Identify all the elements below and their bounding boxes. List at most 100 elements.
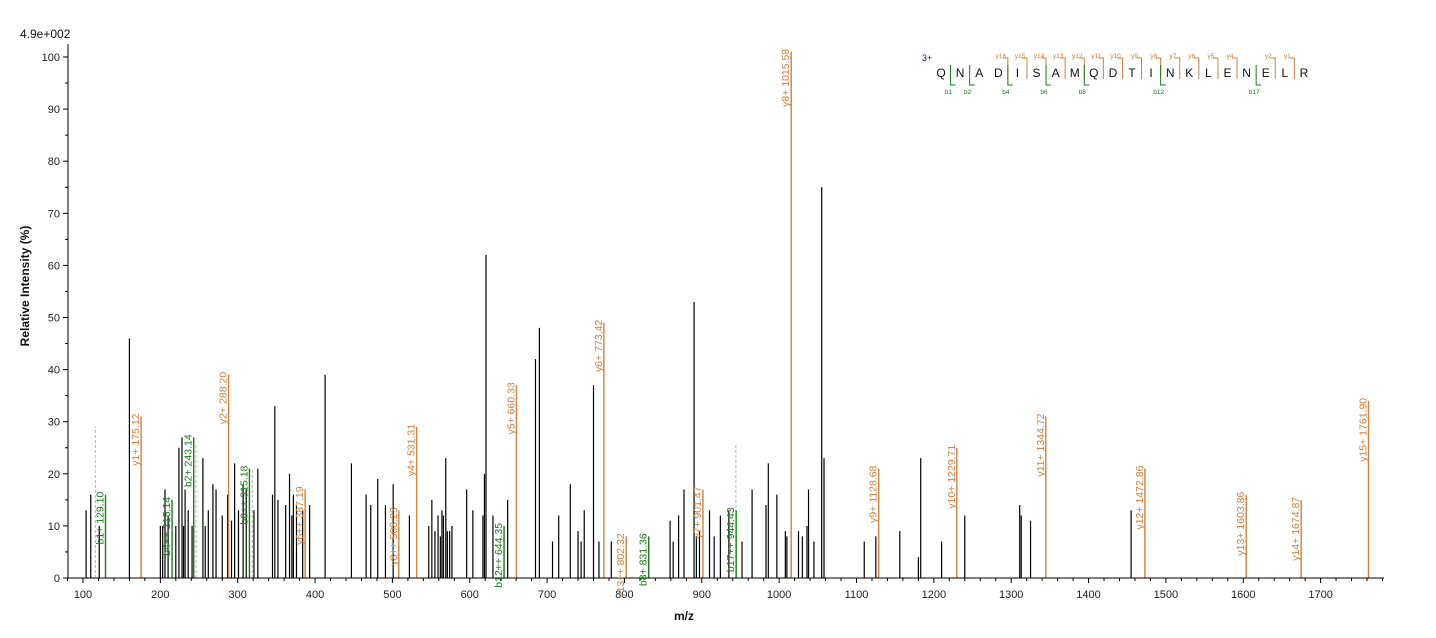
y-fragment-label: y14 — [1034, 53, 1045, 60]
y-fragment-label: y2 — [1265, 53, 1272, 60]
y-ion-label: y8++ 508.23 — [388, 507, 400, 566]
sequence-residue: N — [956, 66, 965, 80]
y-ion-label: y10+ 1229.71 — [946, 445, 958, 509]
charge-state-label: 3+ — [922, 53, 932, 63]
y-tick-label: 70 — [48, 208, 60, 220]
y-fragment-label: y4 — [1227, 53, 1234, 60]
y-ion-label: y6+ 773.42 — [593, 320, 605, 372]
x-tick-label: 500 — [383, 589, 401, 601]
y-fragment-bracket — [1174, 57, 1181, 79]
sequence-residue: N — [1242, 66, 1251, 80]
y-ion-label: y13+ 1603.86 — [1235, 491, 1247, 555]
y-fragment-label: y9 — [1131, 53, 1138, 60]
y-fragment-bracket — [1098, 57, 1104, 79]
y-tick-label: 100 — [42, 52, 60, 64]
y-axis-title: Relative Intensity (%) — [18, 226, 32, 347]
b-fragment-label: b4 — [1002, 89, 1010, 96]
y-fragment-label: y12 — [1072, 53, 1083, 60]
y-tick-label: 80 — [48, 156, 60, 168]
b-fragment-label: b2 — [964, 89, 972, 96]
sequence-residue: A — [975, 66, 983, 80]
x-tick-label: 700 — [538, 589, 556, 601]
y-fragment-label: y16 — [996, 53, 1007, 60]
x-tick-label: 1100 — [845, 589, 869, 601]
y-fragment-label: y11 — [1091, 53, 1101, 60]
x-tick-label: 800 — [615, 589, 633, 601]
y-tick-label: 10 — [48, 521, 60, 533]
y-fragment-label: y7 — [1169, 53, 1176, 60]
sequence-residue: M — [1070, 66, 1080, 80]
y-ion-label: y14+ 1674.87 — [1290, 497, 1302, 561]
b-ion-label: b4++ 215.14 — [161, 497, 173, 556]
x-tick-label: 1500 — [1154, 589, 1178, 601]
b-fragment-bracket — [950, 65, 956, 86]
y-tick-label: 90 — [48, 104, 60, 116]
y-ion-label: y15+ 1761.90 — [1357, 398, 1369, 462]
y-fragment-bracket — [1021, 57, 1028, 79]
x-tick-label: 300 — [229, 589, 247, 601]
scale-label: 4.9e+002 — [20, 27, 71, 41]
sequence-residue: Q — [1089, 66, 1098, 80]
y-ion-label: y8+ 1015.58 — [780, 49, 792, 107]
y-ion-label: y11+ 1344.72 — [1035, 413, 1047, 476]
y-ion-label: y9+ 1128.68 — [868, 465, 880, 522]
b-fragment-label: b12 — [1153, 89, 1164, 96]
b-fragment-bracket — [1255, 65, 1262, 86]
y-tick-label: 40 — [48, 365, 60, 377]
sequence-residue: Q — [936, 66, 945, 80]
sequence-residue: R — [1300, 66, 1309, 80]
y-fragment-bracket — [1136, 57, 1143, 79]
y-tick-label: 0 — [54, 573, 60, 585]
sequence-residue: T — [1128, 66, 1136, 80]
y-fragment-bracket — [1117, 57, 1123, 79]
y-fragment-label: y5 — [1208, 53, 1215, 60]
b-ion-label: b2+ 243.14 — [183, 434, 195, 487]
peaks-layer — [85, 51, 1370, 578]
b-fragment-label: b1 — [945, 89, 953, 96]
b-fragment-bracket — [1083, 65, 1090, 86]
axes-layer — [67, 44, 1384, 579]
y-fragment-label: y8 — [1150, 53, 1157, 60]
b-ion-label: b12++ 644.35 — [493, 523, 505, 588]
y-fragment-bracket — [1193, 57, 1200, 79]
y-ion-label: y1+ 175.12 — [130, 413, 142, 465]
sequence-residue: K — [1185, 66, 1193, 80]
y-tick-label: 50 — [48, 313, 60, 325]
sequence-residue: L — [1205, 66, 1212, 80]
b-ion-label: b1+ 129.10 — [95, 491, 107, 544]
b-ion-label: b17++ 944.43 — [725, 507, 737, 572]
sequence-residue: D — [1109, 66, 1118, 80]
y-ion-label: y7+ 901.47 — [692, 486, 704, 538]
sequence-residue: I — [1149, 66, 1152, 80]
y-fragment-label: y6 — [1188, 53, 1195, 60]
peak-labels-layer: b1+ 129.10 y1+ 175.12 b4++ 215.14 b2+ 243.1… — [95, 49, 1370, 598]
ticks-layer: 100 200 300 400 500 600 700 800 900 1000 1100 1200 1… — [42, 52, 1383, 601]
y-ion-label: y5+ 660.33 — [505, 382, 517, 434]
sequence-residue: S — [1032, 66, 1040, 80]
y-fragment-bracket — [1002, 57, 1009, 79]
x-tick-label: 1000 — [767, 589, 791, 601]
y-fragment-bracket — [1212, 57, 1219, 79]
y-tick-label: 30 — [48, 417, 60, 429]
y-fragment-bracket — [1060, 57, 1066, 79]
sequence-residue: L — [1281, 66, 1288, 80]
b-ion-label: b6++ 315.18 — [238, 465, 250, 524]
x-tick-label: 400 — [306, 589, 324, 601]
y-fragment-bracket — [1270, 57, 1276, 79]
x-tick-label: 900 — [693, 589, 711, 601]
sequence-residue: E — [1223, 66, 1231, 80]
x-tick-label: 1300 — [999, 589, 1023, 601]
x-tick-label: 600 — [461, 589, 479, 601]
y-fragment-label: y15 — [1015, 53, 1026, 60]
b-ion-label: b8+ 831.36 — [638, 533, 650, 586]
b-fragment-bracket — [1045, 65, 1052, 86]
sequence-residue: N — [1166, 66, 1175, 80]
y-fragment-label: y1 — [1284, 53, 1291, 60]
y-ion-label: y6++ 387.19 — [294, 486, 306, 545]
y-fragment-label: y10 — [1110, 53, 1121, 60]
b-fragment-bracket — [969, 65, 975, 86]
y-ion-label: y4+ 531.31 — [406, 424, 418, 476]
sequence-residue: A — [1052, 66, 1060, 80]
